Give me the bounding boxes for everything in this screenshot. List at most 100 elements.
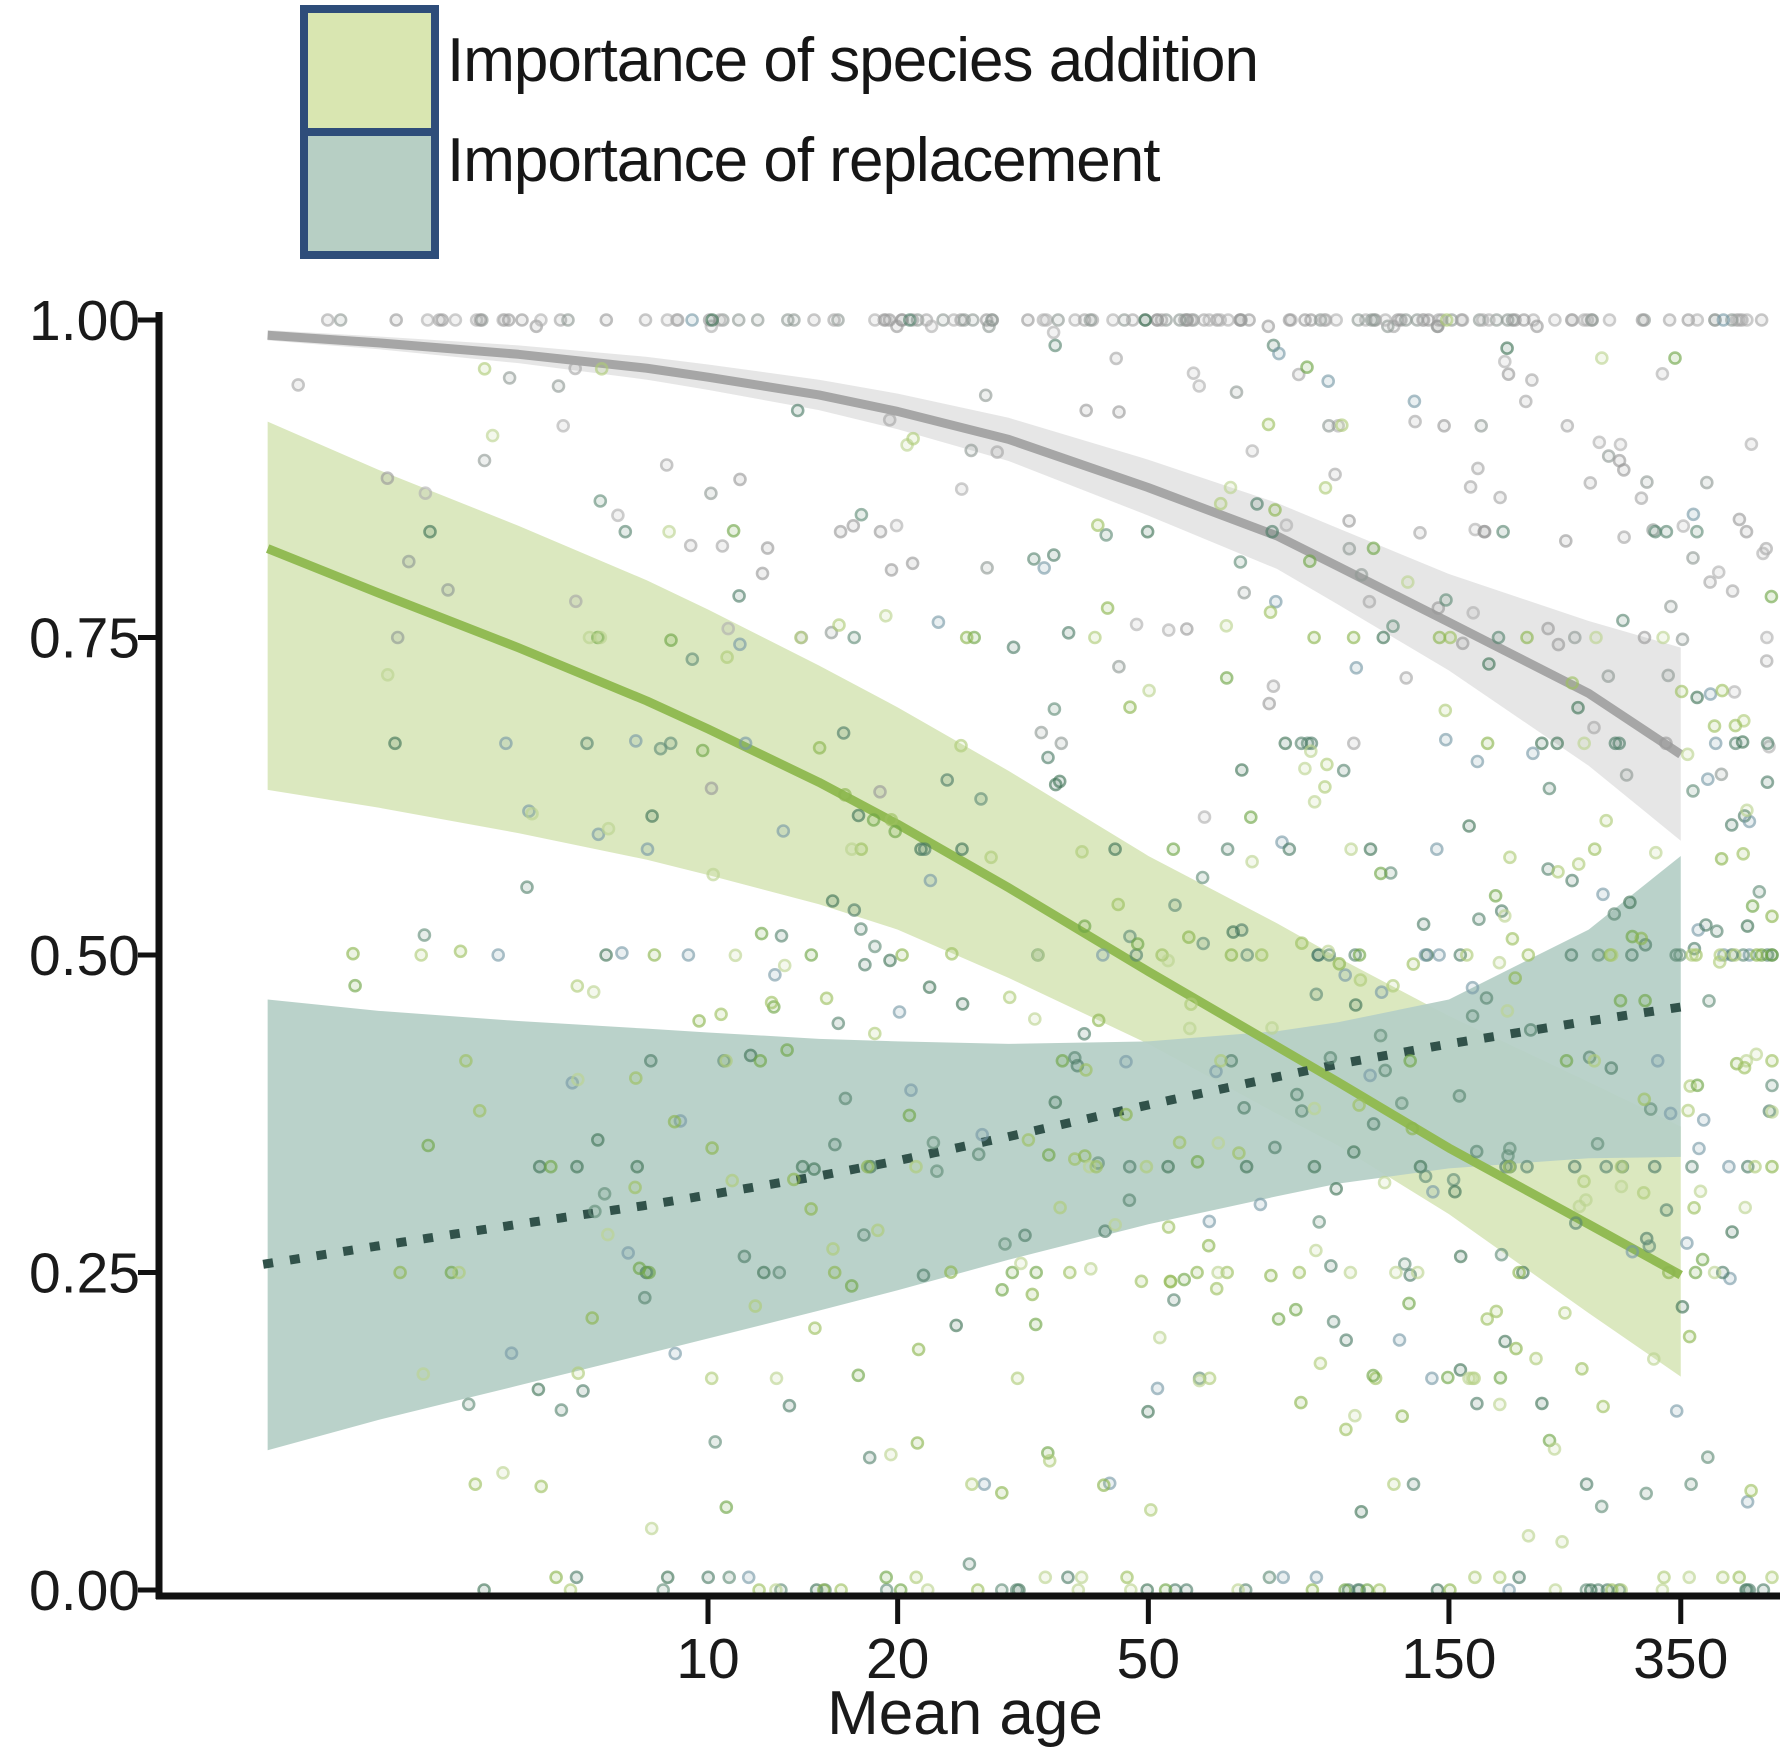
data-point xyxy=(1351,313,1366,327)
data-point xyxy=(593,494,608,508)
data-point xyxy=(1587,842,1602,857)
data-point xyxy=(836,726,851,740)
data-point xyxy=(1744,437,1759,452)
data-point xyxy=(1321,374,1335,389)
data-point xyxy=(1077,919,1092,934)
data-point xyxy=(1707,719,1722,733)
data-point xyxy=(416,1367,431,1381)
data-point xyxy=(922,980,937,995)
data-point xyxy=(1480,1312,1494,1326)
data-point xyxy=(502,371,517,385)
data-point xyxy=(1637,630,1652,645)
data-point xyxy=(1542,781,1557,796)
data-point xyxy=(794,630,808,645)
data-point xyxy=(838,1091,853,1106)
data-point xyxy=(1579,1477,1594,1491)
data-point xyxy=(743,1048,758,1063)
data-point xyxy=(1108,842,1122,857)
data-point xyxy=(1535,736,1549,751)
data-point xyxy=(1491,630,1506,645)
data-point xyxy=(1604,948,1619,962)
data-point xyxy=(570,1159,584,1174)
data-point xyxy=(1710,924,1724,939)
data-point xyxy=(1177,1272,1191,1287)
data-point xyxy=(1700,475,1714,490)
data-point xyxy=(1042,1454,1057,1468)
data-point xyxy=(1220,1265,1234,1280)
data-point xyxy=(1550,736,1564,751)
data-point xyxy=(944,946,959,961)
data-point xyxy=(683,538,698,553)
data-point xyxy=(600,1227,615,1242)
data-point xyxy=(1521,1529,1536,1543)
data-point xyxy=(418,486,433,501)
data-point xyxy=(1425,1371,1439,1386)
data-point xyxy=(738,736,753,751)
data-point xyxy=(1725,1225,1739,1239)
data-point xyxy=(1190,1265,1204,1280)
data-point xyxy=(1601,449,1616,463)
data-point xyxy=(774,928,789,943)
data-point xyxy=(1312,1215,1326,1229)
data-point xyxy=(1695,1252,1710,1267)
data-point xyxy=(1529,1351,1543,1366)
data-point xyxy=(1509,1341,1523,1356)
data-point xyxy=(1474,418,1488,433)
data-point xyxy=(1048,1095,1063,1110)
data-point xyxy=(726,523,741,538)
data-point xyxy=(1508,971,1522,985)
data-point xyxy=(1659,736,1673,751)
data-point xyxy=(1183,1021,1197,1036)
data-point xyxy=(568,361,583,376)
data-point xyxy=(1551,864,1565,879)
data-point xyxy=(1498,909,1512,923)
data-point xyxy=(1715,683,1729,698)
data-point xyxy=(477,361,492,376)
data-point xyxy=(1346,630,1361,645)
data-point xyxy=(825,894,840,908)
data-point xyxy=(414,948,429,962)
data-point xyxy=(1617,530,1631,545)
data-point xyxy=(827,1265,842,1280)
data-point xyxy=(1268,503,1282,517)
data-point xyxy=(390,630,405,645)
data-point xyxy=(599,313,614,327)
data-point xyxy=(638,313,653,327)
data-point xyxy=(1634,931,1649,946)
data-point xyxy=(955,997,970,1011)
data-point xyxy=(534,1479,549,1494)
data-point xyxy=(1648,524,1662,539)
data-point xyxy=(1587,1054,1602,1068)
replacement-trend-line xyxy=(262,1001,1686,1269)
data-point xyxy=(1754,313,1769,327)
data-point xyxy=(867,1026,882,1041)
data-point xyxy=(1339,1422,1353,1437)
data-point xyxy=(873,784,887,799)
data-point xyxy=(1237,585,1251,600)
data-point xyxy=(534,313,548,327)
data-point xyxy=(1289,1302,1303,1317)
data-point xyxy=(1453,1249,1468,1264)
data-point xyxy=(1674,684,1689,699)
data-point xyxy=(1675,632,1690,647)
data-point xyxy=(787,313,801,327)
data-point xyxy=(870,1223,885,1238)
data-point xyxy=(615,946,629,960)
data-point xyxy=(1756,546,1770,561)
data-point xyxy=(1363,1068,1377,1083)
data-point xyxy=(1614,1159,1629,1174)
data-point xyxy=(670,313,684,327)
data-point xyxy=(1500,341,1514,356)
data-point xyxy=(731,313,746,327)
data-point xyxy=(1111,897,1125,912)
data-point xyxy=(728,948,743,963)
data-point xyxy=(1098,1224,1112,1238)
data-point xyxy=(1520,1159,1534,1174)
data-point xyxy=(1732,1570,1746,1585)
data-point xyxy=(1262,1570,1277,1585)
data-point xyxy=(930,1164,944,1178)
data-point xyxy=(1701,1450,1715,1464)
data-point xyxy=(1696,1113,1711,1127)
data-point xyxy=(1129,617,1144,632)
data-point xyxy=(1432,630,1447,645)
